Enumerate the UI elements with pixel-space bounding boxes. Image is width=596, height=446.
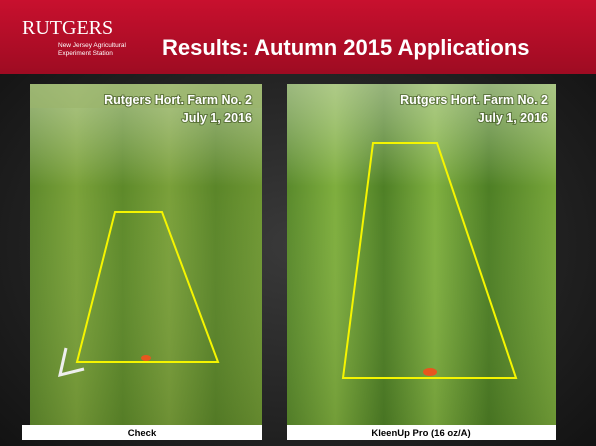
flag: [423, 368, 437, 376]
logo: RUTGERS: [22, 17, 113, 39]
location: Rutgers Hort. Farm No. 2: [400, 93, 548, 107]
logo-sub: Experiment Station: [58, 50, 113, 57]
date: July 1, 2016: [478, 111, 548, 125]
flag: [141, 355, 151, 361]
slide: RUTGERS New Jersey Agricultural Experime…: [0, 0, 596, 446]
location: Rutgers Hort. Farm No. 2: [104, 93, 252, 107]
caption: KleenUp Pro (16 oz/A): [371, 428, 470, 439]
logo-sub: New Jersey Agricultural: [58, 42, 126, 49]
slide-title: Results: Autumn 2015 Applications: [162, 35, 530, 60]
date: July 1, 2016: [182, 111, 252, 125]
caption: Check: [128, 428, 157, 439]
